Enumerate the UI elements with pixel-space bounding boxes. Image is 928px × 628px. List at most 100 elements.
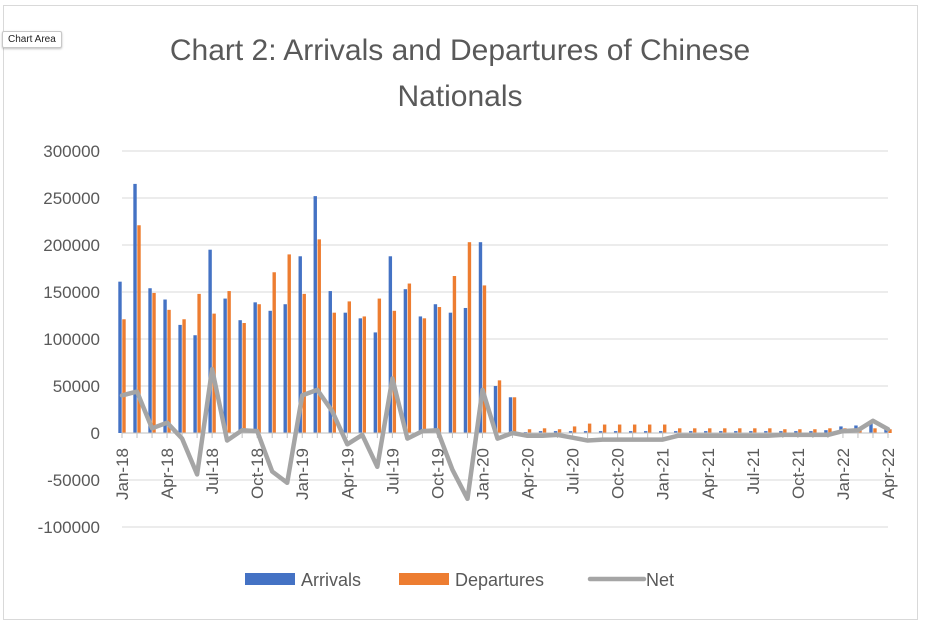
bar-departures <box>828 428 832 433</box>
bar-departures <box>362 316 367 433</box>
bar-departures <box>122 319 126 433</box>
bar-arrivals <box>178 324 182 433</box>
bar-arrivals <box>193 335 197 433</box>
bar-departures <box>137 225 141 433</box>
bar-departures <box>392 310 397 433</box>
bar-arrivals <box>448 312 453 433</box>
bar-arrivals <box>133 183 137 433</box>
bar-departures <box>753 428 757 433</box>
bar-arrivals <box>328 291 332 433</box>
bar-arrivals <box>764 431 768 433</box>
bar-departures <box>783 429 787 433</box>
legend-label-net: Net <box>646 570 674 590</box>
bar-arrivals <box>508 397 513 433</box>
bar-departures <box>437 307 442 433</box>
bar-departures <box>452 276 457 433</box>
bar-arrivals <box>719 431 723 433</box>
bar-arrivals <box>794 431 798 433</box>
bar-arrivals <box>824 430 828 433</box>
bar-arrivals <box>313 196 317 433</box>
x-tick-label: Oct-18 <box>248 448 267 499</box>
bar-departures <box>572 426 577 433</box>
y-tick-label: 200000 <box>43 236 100 255</box>
bar-arrivals <box>208 249 212 433</box>
bar-arrivals <box>613 431 618 433</box>
gridlines <box>122 150 888 528</box>
bar-arrivals <box>538 431 543 433</box>
chart-title-line-1: Chart 2: Arrivals and Departures of Chin… <box>170 34 750 67</box>
x-tick-label: Jan-18 <box>113 448 132 500</box>
legend: Arrivals Departures Net <box>245 570 674 590</box>
y-axis-tick-labels: 300000 250000 200000 150000 100000 50000 0 -500… <box>38 142 100 537</box>
bar-departures <box>377 298 382 433</box>
bar-arrivals <box>553 431 558 433</box>
bar-arrivals <box>628 431 633 433</box>
x-tick-label: Jan-19 <box>293 448 312 500</box>
bar-departures <box>663 424 667 433</box>
bar-arrivals <box>598 431 603 433</box>
x-tick-label: Oct-20 <box>609 448 628 499</box>
x-tick-label: Jul-18 <box>203 448 222 494</box>
bar-departures <box>693 428 697 433</box>
x-tick-label: Jul-19 <box>383 448 402 494</box>
bar-departures <box>167 309 171 433</box>
bar-arrivals <box>253 302 257 433</box>
bar-departures <box>302 293 306 433</box>
net-line <box>119 366 891 502</box>
bar-departures <box>467 242 472 433</box>
bar-arrivals <box>418 316 423 433</box>
legend-swatch-departures <box>399 573 449 585</box>
bar-arrivals <box>298 256 302 433</box>
x-tick-label: Jul-21 <box>744 448 763 494</box>
bar-arrivals <box>689 431 693 433</box>
x-tick-label: Oct-19 <box>428 448 447 499</box>
y-tick-label: -100000 <box>38 518 100 537</box>
bar-arrivals <box>478 242 483 433</box>
bar-arrivals <box>869 421 873 433</box>
bar-arrivals <box>433 304 438 433</box>
bar-arrivals <box>734 431 738 433</box>
bar-departures <box>647 424 652 433</box>
x-tick-label: Jan-21 <box>654 448 673 500</box>
bar-arrivals <box>223 298 227 433</box>
x-tick-label: Apr-18 <box>158 448 177 499</box>
bar-arrivals <box>463 307 468 433</box>
bar-departures <box>632 424 637 433</box>
bar-arrivals <box>268 310 272 433</box>
bar-departures <box>287 254 291 433</box>
bar-departures <box>738 428 742 433</box>
bar-departures <box>512 397 517 433</box>
bar-departures <box>678 428 682 433</box>
bar-departures <box>497 380 502 433</box>
x-tick-label: Apr-19 <box>338 448 357 499</box>
series-line-net <box>119 366 891 502</box>
bar-arrivals <box>674 431 678 433</box>
y-tick-label: 100000 <box>43 330 100 349</box>
legend-swatch-arrivals <box>245 573 295 585</box>
bar-departures <box>152 292 156 433</box>
y-tick-label: 300000 <box>43 142 100 161</box>
bar-departures <box>482 285 487 433</box>
x-tick-label: Oct-21 <box>789 448 808 499</box>
x-tick-label: Jan-20 <box>473 448 492 500</box>
y-tick-label: 150000 <box>43 283 100 302</box>
bar-departures <box>347 301 351 433</box>
legend-label-arrivals: Arrivals <box>301 570 361 590</box>
bar-departures <box>242 323 246 433</box>
y-tick-label: -50000 <box>47 471 100 490</box>
bar-arrivals <box>493 386 498 433</box>
x-tick-label: Apr-20 <box>519 448 538 499</box>
bar-departures <box>723 428 727 433</box>
x-tick-label: Apr-21 <box>699 448 718 499</box>
bar-arrivals <box>704 431 708 433</box>
bar-arrivals <box>568 431 573 433</box>
bar-departures <box>602 424 607 433</box>
bar-departures <box>527 429 532 433</box>
bar-departures <box>768 428 772 433</box>
bar-departures <box>813 429 817 433</box>
x-axis-tick-labels: Jan-18 Apr-18 Jul-18 Oct-18 Jan-19 Apr-19 Jul-… <box>113 448 898 500</box>
y-tick-label: 50000 <box>53 377 100 396</box>
bar-arrivals <box>749 431 753 433</box>
bar-departures <box>617 424 622 433</box>
